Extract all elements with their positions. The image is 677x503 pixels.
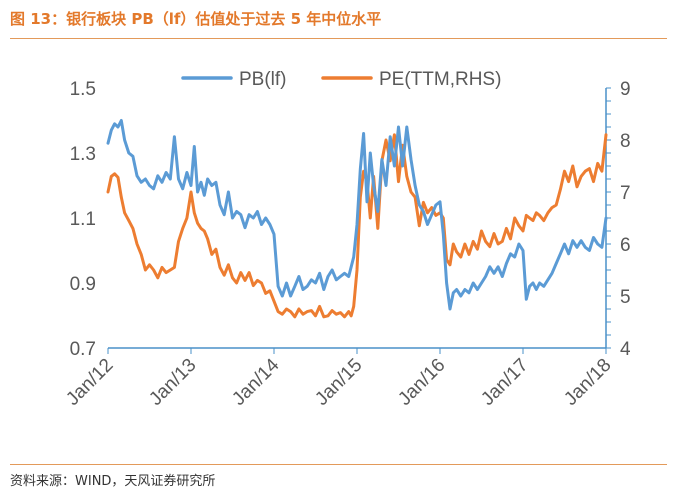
x-axis-tick-label: Jan/15 xyxy=(311,355,366,410)
title-divider xyxy=(10,38,667,39)
right-axis-tick-label: 4 xyxy=(620,339,631,360)
x-axis-tick-label: Jan/18 xyxy=(560,355,615,410)
left-axis-tick-label: 1.1 xyxy=(70,209,96,230)
source-note: 资料来源：WIND，天风证券研究所 xyxy=(10,474,216,489)
right-axis-tick-label: 8 xyxy=(620,131,631,152)
x-axis-tick-label: Jan/17 xyxy=(477,355,532,410)
left-axis-tick-label: 1.5 xyxy=(70,79,96,100)
left-axis-tick-label: 0.9 xyxy=(70,274,96,295)
right-axis-tick-label: 5 xyxy=(620,287,631,308)
figure-title: 图 13：银行板块 PB（lf）估值处于过去 5 年中位水平 xyxy=(10,10,382,28)
x-axis-tick-label: Jan/14 xyxy=(228,354,283,409)
pb-pe-line-chart: 1.5 1.3 1.1 0.9 0.7 9 8 7 6 5 4 Jan/12 Jan/13 Jan/14 J… xyxy=(62,69,631,410)
source-divider xyxy=(10,464,667,465)
legend-pb-label: PB(lf) xyxy=(239,69,287,90)
x-axis-tick-label: Jan/13 xyxy=(145,355,200,410)
legend-pe-label: PE(TTM,RHS) xyxy=(379,69,501,90)
pe-series-line xyxy=(106,133,608,319)
pb-series-line xyxy=(106,119,608,311)
x-axis-tick-label: Jan/16 xyxy=(394,355,449,410)
left-axis-tick-label: 0.7 xyxy=(70,339,96,360)
left-axis-tick-label: 1.3 xyxy=(70,144,96,165)
right-axis-tick-label: 9 xyxy=(620,79,631,100)
x-axis-tick-label: Jan/12 xyxy=(62,355,117,410)
right-axis-tick-label: 7 xyxy=(620,183,631,204)
right-axis-tick-label: 6 xyxy=(620,235,631,256)
